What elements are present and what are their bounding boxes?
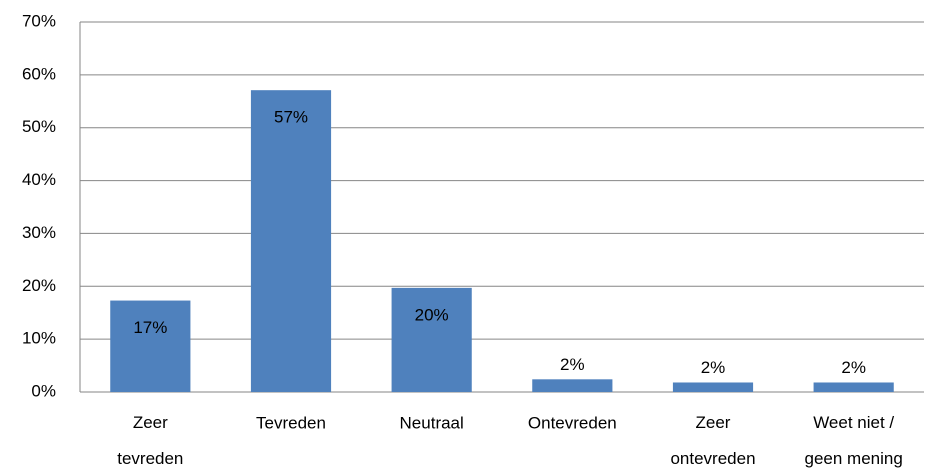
- y-tick-label: 10%: [22, 329, 56, 348]
- x-tick-label: Zeer ontevreden: [670, 413, 755, 468]
- bar: [813, 382, 894, 392]
- y-tick-label: 20%: [22, 276, 56, 295]
- y-tick-label: 0%: [31, 381, 56, 400]
- x-tick-label: Weet niet / geen mening: [805, 413, 903, 468]
- data-label: 2%: [560, 355, 585, 374]
- data-label: 2%: [841, 358, 866, 377]
- x-tick-label: Tevreden: [256, 413, 326, 432]
- data-label: 20%: [415, 305, 449, 324]
- x-tick-label: Zeer tevreden: [117, 413, 183, 468]
- y-tick-label: 60%: [22, 64, 56, 83]
- y-tick-label: 70%: [22, 11, 56, 30]
- data-label: 57%: [274, 108, 308, 127]
- data-label: 17%: [133, 318, 167, 337]
- y-tick-label: 50%: [22, 117, 56, 136]
- bar: [672, 382, 754, 392]
- x-tick-label: Ontevreden: [528, 413, 617, 432]
- bar: [391, 287, 472, 392]
- x-tick-label: Neutraal: [400, 413, 464, 432]
- y-tick-label: 40%: [22, 170, 56, 189]
- bar: [110, 300, 191, 392]
- y-tick-label: 30%: [22, 223, 56, 242]
- bar: [250, 90, 332, 392]
- data-label: 2%: [701, 358, 726, 377]
- bar: [532, 379, 613, 392]
